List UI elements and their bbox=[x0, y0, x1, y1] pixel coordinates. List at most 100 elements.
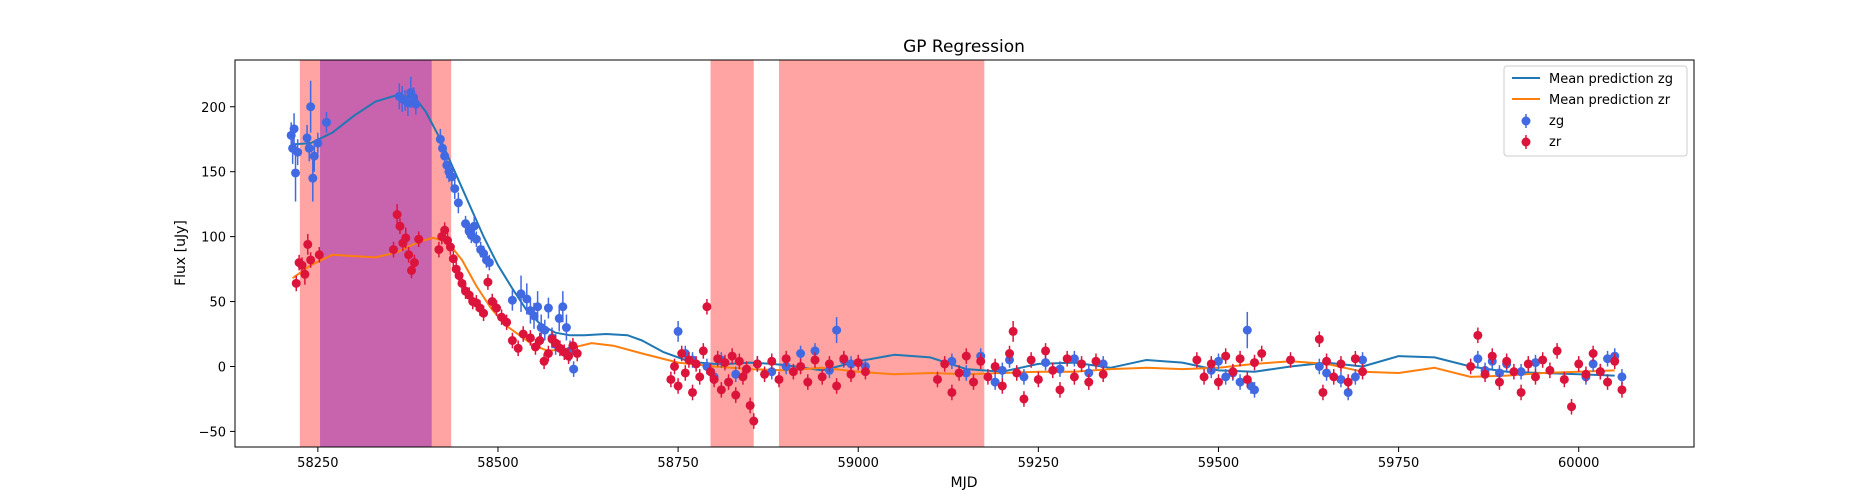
data-point-zg-77 bbox=[1055, 361, 1065, 377]
marker-zr bbox=[1012, 368, 1022, 378]
data-point-zg-83 bbox=[1221, 369, 1231, 385]
data-point-zr-126 bbox=[1286, 352, 1296, 368]
marker-zr bbox=[1538, 355, 1548, 365]
marker-zg bbox=[997, 365, 1007, 375]
marker-zr bbox=[1026, 355, 1036, 365]
marker-zr bbox=[440, 225, 450, 235]
data-point-zr-114 bbox=[1091, 353, 1101, 370]
data-point-zr-96 bbox=[969, 374, 979, 390]
marker-zr bbox=[745, 400, 755, 410]
marker-zr bbox=[1603, 377, 1613, 387]
data-point-zr-42 bbox=[539, 353, 549, 370]
marker-zr bbox=[1257, 348, 1267, 358]
marker-zr bbox=[670, 361, 680, 371]
marker-zg bbox=[1603, 354, 1613, 364]
data-point-zr-141 bbox=[1509, 363, 1519, 380]
marker-zr bbox=[774, 374, 784, 384]
marker-zr bbox=[543, 348, 553, 358]
data-point-zr-15 bbox=[414, 231, 424, 248]
marker-zr bbox=[1574, 359, 1584, 369]
data-point-zg-65 bbox=[832, 317, 842, 344]
marker-zg bbox=[304, 143, 314, 153]
marker-zr bbox=[395, 221, 405, 231]
data-point-zr-140 bbox=[1502, 353, 1512, 370]
data-point-zg-88 bbox=[1249, 382, 1259, 398]
data-point-zg-10 bbox=[313, 132, 323, 154]
marker-zr bbox=[824, 359, 834, 369]
marker-zr bbox=[860, 367, 870, 377]
marker-zr bbox=[502, 317, 512, 327]
y-tick-label: −50 bbox=[199, 425, 226, 440]
data-point-zr-0 bbox=[291, 275, 301, 292]
data-point-zr-98 bbox=[983, 369, 993, 385]
data-point-zr-123 bbox=[1242, 371, 1252, 388]
marker-zg bbox=[1213, 356, 1223, 366]
data-point-zr-60 bbox=[698, 343, 708, 359]
marker-zg bbox=[469, 221, 479, 231]
marker-zg bbox=[1350, 372, 1360, 382]
y-tick-label: 100 bbox=[201, 231, 226, 246]
marker-zr bbox=[1199, 372, 1209, 382]
marker-zg bbox=[438, 143, 448, 153]
data-point-zr-50 bbox=[572, 345, 582, 362]
marker-zg bbox=[484, 258, 494, 268]
marker-zg bbox=[308, 173, 318, 183]
data-point-zr-33 bbox=[492, 300, 502, 316]
x-tick-label: 60000 bbox=[1558, 456, 1599, 471]
marker-zg bbox=[1343, 387, 1353, 397]
data-point-zr-36 bbox=[507, 332, 517, 349]
marker-zr bbox=[702, 302, 712, 312]
data-point-zg-85 bbox=[1235, 374, 1245, 390]
marker-zr bbox=[1242, 374, 1252, 384]
marker-zr bbox=[709, 374, 719, 384]
data-point-zr-75 bbox=[752, 356, 762, 372]
marker-zr bbox=[487, 297, 497, 307]
marker-zr bbox=[1545, 365, 1555, 375]
marker-zg bbox=[561, 323, 571, 333]
x-tick-label: 59000 bbox=[838, 456, 879, 471]
marker-zg bbox=[1516, 367, 1526, 377]
data-point-zg-43 bbox=[540, 319, 550, 341]
data-point-zr-115 bbox=[1098, 366, 1108, 383]
shaded-region-1 bbox=[320, 60, 432, 447]
data-point-zg-49 bbox=[561, 314, 571, 341]
data-point-zr-72 bbox=[742, 361, 752, 377]
marker-zg bbox=[291, 168, 301, 178]
marker-zg bbox=[673, 326, 683, 336]
data-point-zg-41 bbox=[533, 291, 543, 323]
data-point-zg-51 bbox=[569, 361, 579, 377]
marker-zg bbox=[461, 219, 471, 229]
data-point-zr-107 bbox=[1041, 343, 1051, 359]
data-point-zr-155 bbox=[1610, 353, 1620, 370]
legend-swatch-zg-marker bbox=[1521, 116, 1531, 126]
data-point-zr-125 bbox=[1257, 345, 1267, 362]
x-axis-ticks: 58250 58500 58750 59000 59250 59500 59750 60000 bbox=[297, 447, 1599, 471]
legend-swatch-zr-marker bbox=[1521, 137, 1531, 147]
marker-zr bbox=[1350, 354, 1360, 364]
data-point-zr-30 bbox=[479, 305, 489, 322]
data-point-zr-18 bbox=[440, 222, 450, 238]
data-point-zr-146 bbox=[1545, 362, 1555, 379]
data-point-zr-148 bbox=[1559, 371, 1569, 388]
marker-zg bbox=[289, 124, 299, 134]
data-point-zr-143 bbox=[1523, 356, 1533, 372]
marker-zr bbox=[817, 372, 827, 382]
data-point-zr-120 bbox=[1221, 348, 1231, 364]
data-point-zr-53 bbox=[673, 378, 683, 394]
data-point-zg-86 bbox=[1242, 311, 1252, 349]
marker-zr bbox=[752, 359, 762, 369]
data-point-zr-66 bbox=[720, 354, 730, 371]
data-point-zg-89 bbox=[1314, 358, 1324, 375]
data-point-zr-77 bbox=[767, 353, 777, 370]
marker-zr bbox=[1033, 374, 1043, 384]
marker-zr bbox=[997, 381, 1007, 391]
data-point-zr-127 bbox=[1314, 331, 1324, 348]
data-point-zr-101 bbox=[1005, 345, 1015, 362]
data-point-zr-83 bbox=[810, 352, 820, 368]
marker-zr bbox=[1473, 330, 1483, 340]
marker-zg bbox=[533, 302, 543, 312]
marker-zr bbox=[684, 355, 694, 365]
data-point-zr-79 bbox=[781, 350, 791, 367]
marker-zr bbox=[492, 303, 502, 313]
marker-zg bbox=[1069, 354, 1079, 364]
